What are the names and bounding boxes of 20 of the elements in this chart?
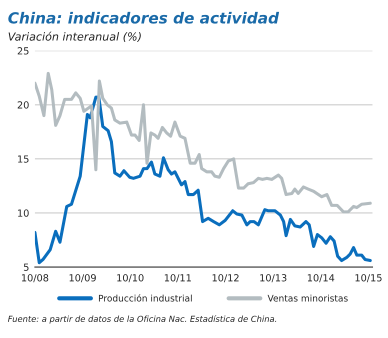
x-tick-label: 10/14 bbox=[308, 274, 334, 282]
y-tick-label: 15 bbox=[18, 155, 29, 163]
x-tick-label: 10/15 bbox=[355, 274, 382, 282]
x-tick-label: 10/08 bbox=[22, 274, 48, 282]
x-tick-label: 10/10 bbox=[117, 274, 144, 282]
x-tick-label: 10/12 bbox=[212, 274, 239, 282]
line-series bbox=[34, 96, 372, 264]
chart-title: China: indicadores de actividad bbox=[8, 12, 280, 24]
x-tick-label: 10/11 bbox=[164, 274, 191, 282]
source-note: Fuente: a partir de datos de la Oficina Nac. Estadística de China. bbox=[8, 315, 276, 324]
y-tick-label: 20 bbox=[18, 101, 29, 109]
legend-label: Producción industrial bbox=[98, 294, 192, 302]
legend-label: Ventas minoristas bbox=[268, 294, 348, 302]
y-tick-label: 10 bbox=[18, 209, 29, 217]
y-tick-label: 25 bbox=[18, 47, 29, 55]
chart-subtitle: Variación interanual (%) bbox=[8, 32, 141, 42]
x-tick-label: 10/13 bbox=[260, 274, 286, 282]
y-tick-label: 5 bbox=[24, 264, 29, 271]
x-tick-label: 10/09 bbox=[70, 274, 96, 282]
line-series bbox=[34, 72, 372, 214]
